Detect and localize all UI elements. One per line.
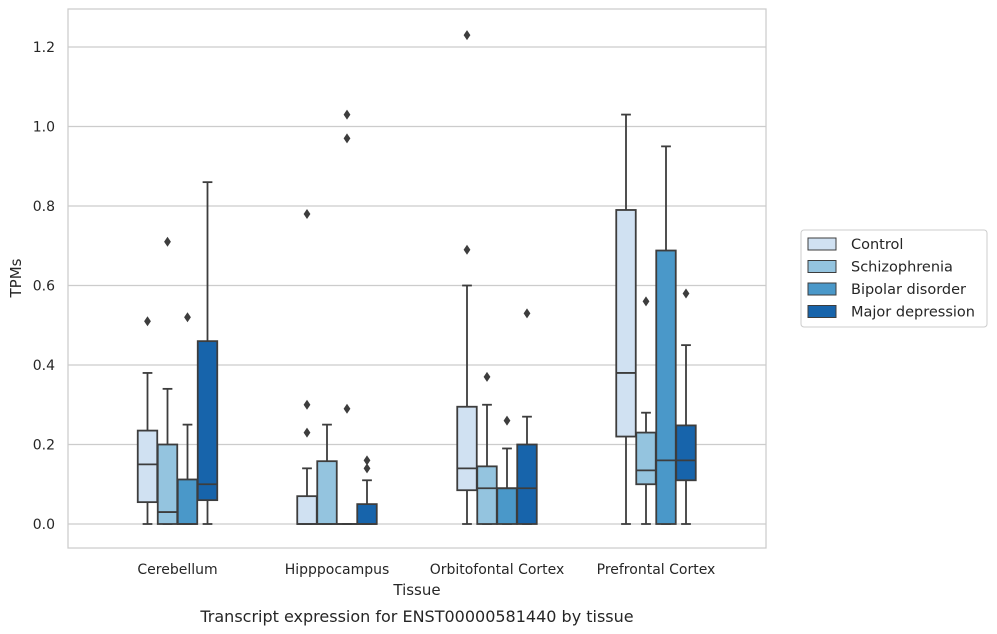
y-tick-label: 0.6 xyxy=(33,279,55,295)
box-body xyxy=(496,487,518,525)
outlier-point xyxy=(483,371,491,382)
box-body xyxy=(615,209,637,438)
x-tick-label: Prefrontal Cortex xyxy=(597,562,716,578)
legend-label: Schizophrenia xyxy=(851,260,953,276)
outlier-point xyxy=(184,312,191,323)
box-body xyxy=(176,478,199,525)
outlier-point xyxy=(164,236,171,247)
outlier-point xyxy=(363,463,371,474)
legend-label: Bipolar disorder xyxy=(851,282,966,298)
legend-items: Control Schizophrenia Bipolar disorder Majo… xyxy=(807,237,975,321)
outlier-point xyxy=(303,208,311,219)
outlier-point xyxy=(343,133,351,144)
legend-swatch xyxy=(807,282,837,296)
y-tick-labels: 0.0 0.2 0.4 0.6 0.8 1.0 1.2 xyxy=(33,40,55,533)
outlier-point xyxy=(363,455,371,466)
box-body xyxy=(136,429,159,504)
box-body xyxy=(316,460,338,525)
legend-frame xyxy=(800,229,988,328)
box-body xyxy=(356,503,378,525)
y-tick-label: 0.4 xyxy=(33,358,55,374)
box-body xyxy=(456,405,478,492)
x-tick-labels: Cerebellum Hipppocampus Orbitofontal Corte… xyxy=(137,562,715,578)
y-tick-label: 0.0 xyxy=(33,517,55,533)
box xyxy=(476,371,498,525)
box xyxy=(136,316,159,525)
box xyxy=(675,288,697,525)
outlier-point xyxy=(303,399,311,410)
outlier-point xyxy=(144,316,151,327)
box xyxy=(316,423,338,525)
box-body xyxy=(655,249,677,525)
category-group xyxy=(456,30,538,525)
box xyxy=(176,312,199,525)
box-body xyxy=(476,465,498,525)
legend-swatch xyxy=(807,260,837,273)
outlier-point xyxy=(503,415,511,426)
box xyxy=(336,109,358,525)
category-group xyxy=(296,109,378,525)
box-body xyxy=(675,424,697,482)
y-tick-label: 0.2 xyxy=(33,438,55,454)
box xyxy=(456,30,478,525)
category-group xyxy=(136,181,219,525)
outlier-point xyxy=(343,403,351,414)
outlier-point xyxy=(303,427,311,438)
y-tick-label: 1.2 xyxy=(33,40,55,56)
y-tick-label: 1.0 xyxy=(33,120,55,136)
outlier-point xyxy=(343,109,351,120)
x-tick-label: Hipppocampus xyxy=(285,562,390,578)
box xyxy=(356,455,378,525)
box xyxy=(655,145,677,525)
y-tick-label: 0.8 xyxy=(33,199,55,215)
legend: Control Schizophrenia Bipolar disorder Majo… xyxy=(800,229,988,328)
plot-frame xyxy=(67,8,767,549)
chart-caption: Transcript expression for ENST0000058144… xyxy=(199,607,633,626)
x-tick-label: Cerebellum xyxy=(137,562,217,578)
box xyxy=(296,208,318,525)
box xyxy=(615,113,637,525)
outlier-point xyxy=(463,244,471,255)
legend-label: Major depression xyxy=(851,305,975,321)
outlier-point xyxy=(463,30,471,41)
outlier-point xyxy=(682,288,690,299)
x-tick-label: Orbitofontal Cortex xyxy=(430,562,565,578)
box xyxy=(196,181,219,525)
legend-swatch xyxy=(807,237,837,251)
box-groups xyxy=(136,30,697,525)
box-body xyxy=(635,431,657,486)
box-body xyxy=(196,340,219,502)
outlier-point xyxy=(523,308,531,319)
legend-label: Control xyxy=(851,237,903,253)
legend-swatch xyxy=(807,305,837,318)
box xyxy=(516,308,538,525)
outlier-point xyxy=(642,296,650,307)
y-axis-label: TPMs xyxy=(7,258,25,298)
box-body xyxy=(516,443,538,525)
category-group xyxy=(615,113,697,525)
x-axis-label: Tissue xyxy=(392,581,440,599)
box-body xyxy=(296,495,318,525)
